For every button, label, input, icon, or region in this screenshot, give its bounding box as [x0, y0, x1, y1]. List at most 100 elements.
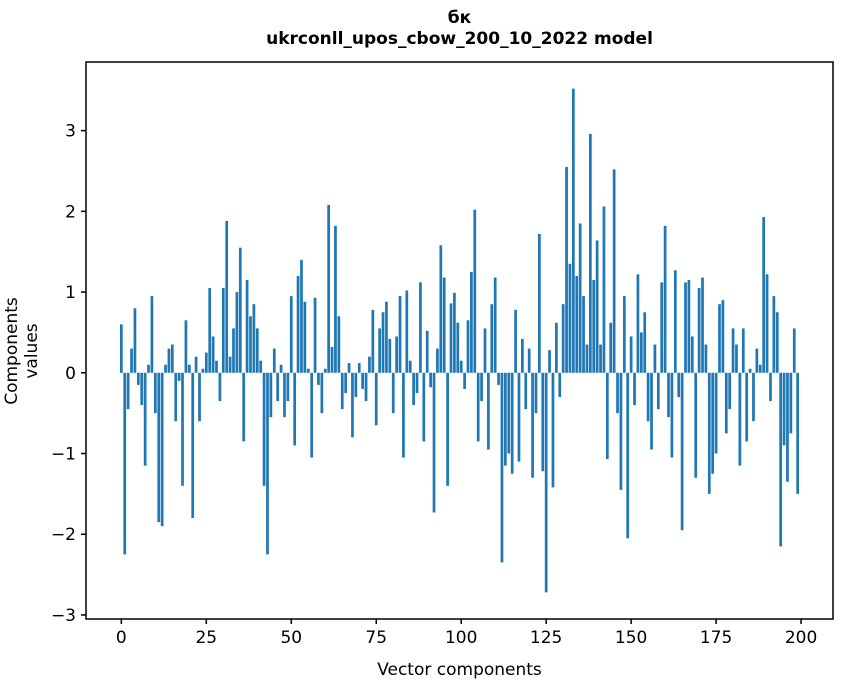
bar [378, 328, 381, 373]
bar [218, 372, 222, 402]
bar [786, 372, 789, 482]
bar [701, 277, 704, 373]
bar [283, 372, 286, 418]
bar [534, 372, 538, 414]
bar [119, 324, 123, 373]
bar [296, 275, 300, 373]
bar [741, 328, 745, 373]
bar [639, 332, 643, 373]
bar [490, 304, 494, 373]
x-tick-label: 125 [530, 628, 562, 648]
bar [541, 372, 545, 472]
bar [500, 372, 504, 563]
bar [680, 372, 684, 531]
bar [653, 344, 657, 373]
axes-spines [85, 61, 834, 620]
bar [368, 356, 371, 373]
bar [130, 348, 133, 373]
bar [626, 372, 630, 539]
bar [361, 372, 364, 389]
bar [633, 372, 636, 406]
bar [470, 271, 473, 373]
bar [228, 356, 232, 373]
bar [555, 322, 558, 373]
bar [211, 336, 215, 373]
bar [187, 364, 191, 373]
bar [310, 372, 314, 458]
bar [463, 372, 466, 389]
bar [208, 288, 212, 373]
bar [612, 169, 616, 373]
bar [232, 328, 235, 373]
bar [762, 216, 766, 373]
bar [323, 368, 327, 373]
bar [650, 372, 653, 450]
chart-title-line2: ukrconll_upos_cbow_200_10_2022 model [266, 29, 653, 50]
bar [568, 263, 572, 373]
bar [735, 344, 738, 373]
bar [585, 344, 589, 373]
x-tick-label: 25 [195, 628, 217, 648]
bar [619, 372, 623, 490]
bar [398, 296, 402, 373]
bar [436, 348, 439, 373]
bar [388, 338, 392, 373]
bar [745, 372, 749, 442]
bar [527, 348, 531, 373]
bar [215, 360, 218, 373]
bar [442, 277, 446, 373]
bar [143, 372, 147, 466]
bar [466, 320, 470, 373]
bar [616, 372, 619, 414]
bar [272, 348, 276, 373]
bar [177, 372, 181, 381]
bar [289, 296, 293, 373]
bar [724, 372, 728, 434]
bar [517, 372, 521, 462]
bar [385, 301, 388, 373]
bar [449, 303, 453, 373]
bar [782, 372, 786, 446]
bar [670, 372, 674, 458]
bar [504, 372, 507, 466]
bar [170, 344, 174, 373]
bar [269, 372, 273, 418]
bar [792, 328, 796, 373]
bar [578, 223, 582, 373]
bar [337, 316, 341, 373]
bar [694, 372, 698, 478]
bar [646, 372, 650, 422]
bar [286, 372, 290, 402]
bar [123, 372, 127, 555]
y-tick-label: 0 [65, 364, 76, 384]
x-axis-label: Vector components [377, 660, 542, 680]
bar [405, 290, 409, 373]
bar [371, 309, 375, 373]
bar [136, 372, 140, 385]
bar [752, 372, 755, 422]
x-tick-label: 175 [700, 628, 732, 648]
bar [242, 372, 246, 442]
bar [357, 363, 361, 373]
bar [721, 300, 725, 373]
bar [575, 275, 579, 373]
bar [408, 360, 412, 373]
bar [446, 372, 449, 486]
bar [704, 344, 708, 373]
y-tick-label: −3 [51, 606, 76, 626]
bar [184, 320, 188, 373]
x-tick-label: 75 [365, 628, 387, 648]
y-axis-label: Components values [2, 297, 42, 405]
bar [629, 336, 633, 373]
bar [259, 360, 263, 373]
chart-title-line1: бк [447, 8, 472, 28]
bar [279, 364, 283, 373]
bar [544, 372, 548, 593]
bar [453, 292, 456, 373]
bar [255, 328, 259, 373]
y-tick-label: 1 [65, 283, 76, 303]
bar [755, 348, 759, 373]
bar [480, 372, 483, 402]
bar [133, 308, 137, 373]
